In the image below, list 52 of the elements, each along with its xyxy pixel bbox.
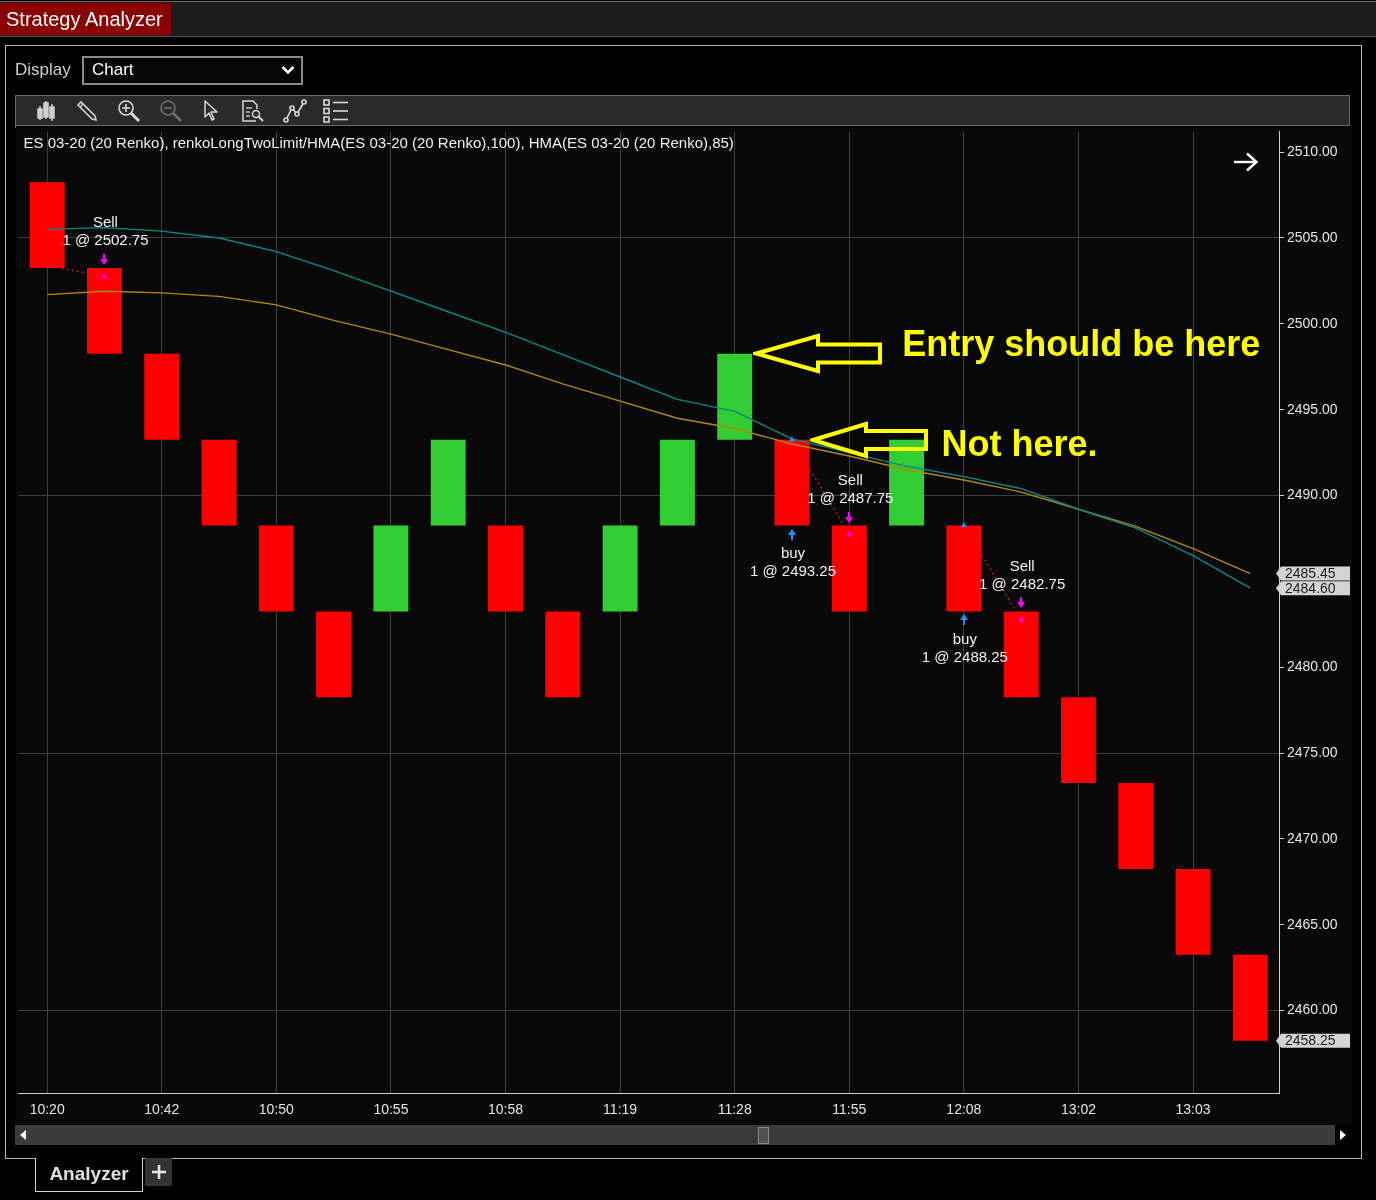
candlestick (602, 525, 638, 612)
candlestick (1232, 954, 1268, 1041)
x-tick-label: 10:55 (373, 1101, 409, 1118)
candlestick (1060, 697, 1096, 784)
candlestick (201, 439, 237, 526)
candlestick (29, 182, 65, 268)
y-tick-label: 2500.00 (1287, 314, 1338, 331)
x-tick-label: 12:08 (946, 1101, 982, 1118)
candlestick (774, 439, 810, 526)
text: Display (15, 59, 71, 81)
point (846, 530, 853, 536)
annotation: Not here. (941, 422, 1098, 464)
point (1018, 616, 1025, 622)
y-tick-label: 2480.00 (1287, 658, 1338, 675)
candlestick (316, 611, 352, 698)
x-tick-label: 10:58 (487, 1101, 524, 1118)
candlestick (144, 353, 180, 440)
candlestick (717, 353, 753, 440)
dropdown: Chart (82, 56, 303, 85)
x-tick-label: 13:02 (1060, 1101, 1097, 1118)
y-tick-label: 2470.00 (1287, 829, 1338, 846)
y-tick-label: 2465.00 (1287, 915, 1338, 932)
y-tick-label: 2490.00 (1287, 486, 1338, 503)
candlestick (946, 525, 982, 612)
x-tick-label: 10:20 (29, 1101, 65, 1118)
text: Analyzer (35, 1158, 143, 1192)
x-tick-label: 13:03 (1175, 1101, 1211, 1118)
x-tick-label: 11:55 (832, 1101, 867, 1118)
text: 2485.45 (1285, 564, 1336, 581)
annotation: Entry should be here (902, 322, 1261, 364)
candlestick (1118, 783, 1154, 869)
y-tick-label: 2495.00 (1287, 400, 1338, 417)
x-tick-label: 11:19 (603, 1101, 638, 1118)
y-tick-label: 2505.00 (1287, 228, 1338, 245)
candlestick (258, 525, 294, 612)
text: 2484.60 (1285, 579, 1336, 596)
text: Strategy Analyzer (0, 3, 171, 35)
x-tick-label: 10:42 (144, 1101, 180, 1118)
candlestick (373, 525, 409, 612)
y-tick-label: 2460.00 (1287, 1001, 1338, 1018)
candlestick (430, 439, 466, 526)
candlestick (659, 439, 695, 526)
candlestick (545, 611, 581, 698)
chart-title: ES 03-20 (20 Renko), renkoLongTwoLimit/HMA(ES 03-20 (20 Renko),100), HMA(ES 03-20 (20 Renko),85) (23, 133, 734, 151)
text: 2458.25 (1285, 1031, 1336, 1048)
candlestick (488, 525, 523, 612)
candlestick (86, 268, 122, 354)
y-tick-label: 2475.00 (1287, 743, 1338, 760)
candlestick (1175, 868, 1211, 955)
x-tick-label: 10:50 (258, 1101, 295, 1118)
y-tick-label: 2510.00 (1287, 142, 1338, 159)
x-tick-label: 11:28 (717, 1101, 752, 1118)
